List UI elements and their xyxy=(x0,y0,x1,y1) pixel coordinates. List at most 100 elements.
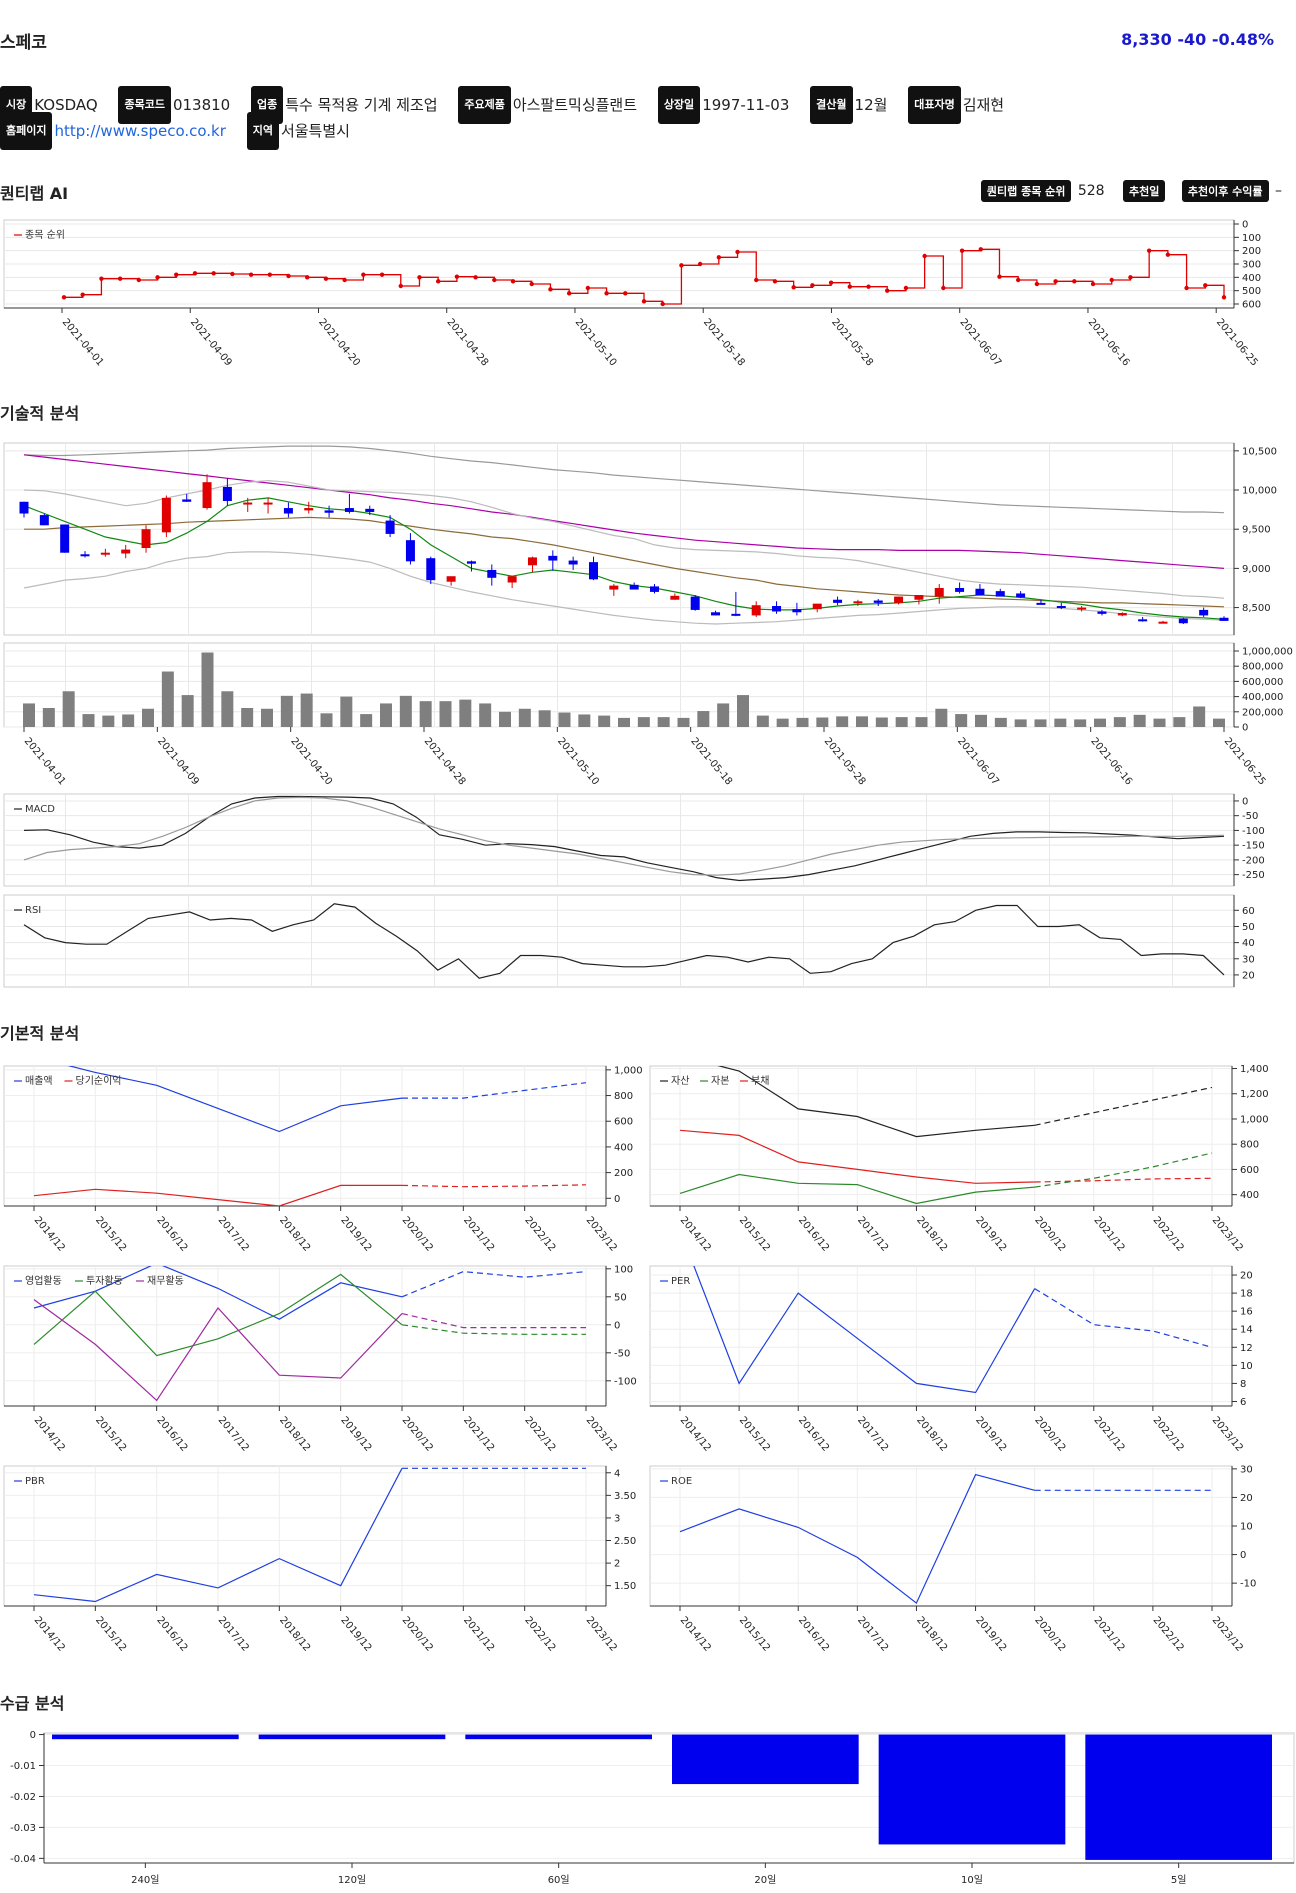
candle-body xyxy=(894,596,904,603)
macd-ytick-label-2: -100 xyxy=(1242,826,1265,837)
candle-body xyxy=(629,584,639,590)
volume-bar xyxy=(1034,719,1047,727)
candle-bb_upper xyxy=(23,445,1225,514)
fund-pbr-ytick-label-4: 2 xyxy=(614,1559,620,1570)
fund-balance-xtick-label-5: 2019/12 xyxy=(973,1215,1008,1254)
rank-point xyxy=(136,277,142,283)
rank-point xyxy=(398,283,403,289)
candle-body xyxy=(1097,611,1107,614)
tech-heading: 기술적 분석 xyxy=(0,404,80,423)
volume-bar xyxy=(677,717,690,727)
fund-per-xtick-label-2: 2016/12 xyxy=(796,1415,831,1454)
candle-body xyxy=(466,561,476,564)
ai-heading: 퀀티랩 AI xyxy=(0,184,69,203)
fund-per-ytick-label-1: 18 xyxy=(1240,1289,1253,1300)
info-row-1: 시장 KOSDAQ 종목코드 013810 업종 특수 목적용 기계 제조업 주요제품… xyxy=(0,86,1020,124)
supply-bar-3 xyxy=(672,1734,859,1785)
fund-cashflow-series-2-forecast xyxy=(401,1313,586,1329)
candle-body xyxy=(731,613,741,616)
supply-heading: 수급 분석 xyxy=(0,1694,65,1713)
volume-bar xyxy=(558,712,571,727)
fund-per-ytick-label-0: 20 xyxy=(1240,1271,1253,1282)
supply-xtick-label-1: 120일 xyxy=(338,1874,366,1886)
fund-cashflow-legend-label-1: 투자활동 xyxy=(86,1274,123,1287)
rank-point xyxy=(192,271,198,276)
candle-body xyxy=(487,569,497,578)
candle-body xyxy=(1158,621,1168,624)
price-change-pct: -0.48% xyxy=(1211,30,1274,49)
rank-point xyxy=(1015,277,1021,283)
fund-per-xtick-label-6: 2020/12 xyxy=(1032,1415,1067,1454)
supply-bar-2 xyxy=(465,1734,652,1740)
volume-bar xyxy=(459,699,472,727)
code-tag: 종목코드 xyxy=(118,86,171,124)
fund-sales-xtick-label-6: 2020/12 xyxy=(400,1215,435,1254)
homepage-link[interactable]: http://www.speco.co.kr xyxy=(54,122,226,140)
candle-body xyxy=(426,558,436,581)
rank-xtick-label-6: 2021-05-28 xyxy=(829,317,875,369)
volume-bar xyxy=(518,708,531,727)
fund-sales-xtick-label-4: 2018/12 xyxy=(277,1215,312,1254)
rank-point xyxy=(978,247,983,252)
candle-ma_purple xyxy=(23,454,1225,569)
fund-per-ytick-label-7: 6 xyxy=(1240,1397,1246,1408)
volume-bar xyxy=(82,714,95,727)
fund-balance-ytick-label-1: 1,200 xyxy=(1240,1089,1269,1100)
rank-point xyxy=(959,248,965,253)
candle-body xyxy=(1199,609,1209,616)
rank-point xyxy=(548,287,553,292)
candle-body xyxy=(1138,619,1148,622)
candle-body xyxy=(1016,593,1026,598)
fund-balance-series-0-actual xyxy=(717,1066,1035,1138)
listing-date-value: 1997-11-03 xyxy=(702,96,790,114)
candle-body xyxy=(263,502,273,505)
fund-cashflow-legend-label-2: 재무활동 xyxy=(147,1274,184,1287)
volume-bar xyxy=(935,708,948,727)
rank-point xyxy=(174,272,179,277)
rec-date-tag: 추천일 xyxy=(1123,180,1166,202)
rank-point xyxy=(1090,281,1096,287)
fund-balance-legend-label-2: 부채 xyxy=(751,1075,769,1087)
fund-cashflow-xtick-label-1: 2015/12 xyxy=(93,1415,128,1454)
rsi-legend-label-0: RSI xyxy=(25,905,41,916)
volume-bar xyxy=(1094,718,1106,727)
candle-body xyxy=(141,529,151,549)
fund-pbr-ytick-label-1: 3.50 xyxy=(614,1491,636,1502)
rank-point xyxy=(1203,283,1208,288)
rank-point xyxy=(997,274,1002,279)
fund-pbr-xtick-label-4: 2018/12 xyxy=(277,1615,312,1654)
price-block: 8,330 -40 -0.48% xyxy=(1121,30,1274,49)
fund-cashflow-xtick-label-5: 2019/12 xyxy=(338,1415,373,1454)
rank-point xyxy=(1128,275,1133,280)
fund-balance-ytick-label-2: 1,000 xyxy=(1240,1114,1269,1125)
candle-bb_middle xyxy=(24,516,1225,608)
fund-cashflow-series-1-actual xyxy=(33,1273,403,1357)
fund-roe-series-0-actual xyxy=(679,1473,1035,1605)
rank-legend-label-0: 종목 순위 xyxy=(25,228,65,241)
industry-value: 특수 목적용 기계 제조업 xyxy=(285,96,438,114)
region-value: 서울특별시 xyxy=(280,122,350,140)
fund-cashflow-xtick-label-7: 2021/12 xyxy=(461,1415,496,1454)
volume-bar xyxy=(1014,719,1027,727)
fund-sales-legend-label-0: 매출액 xyxy=(25,1075,53,1087)
candle-body xyxy=(1077,607,1087,610)
rank-point xyxy=(566,291,572,296)
rank-point xyxy=(323,276,329,281)
rank-point xyxy=(61,295,67,300)
fund-sales-series-1-actual xyxy=(33,1184,402,1206)
rank-point xyxy=(585,285,591,291)
fund-sales-frame xyxy=(3,1065,607,1207)
rsi-line-0 xyxy=(23,903,1225,979)
rank-point xyxy=(454,274,460,279)
candle-ma_green xyxy=(23,497,1225,620)
volume-bar xyxy=(360,714,373,727)
rank-xtick-label-3: 2021-04-28 xyxy=(444,317,490,369)
candle-body xyxy=(243,502,253,505)
fund-cashflow-ytick-label-3: -50 xyxy=(614,1348,630,1359)
fund-balance-xtick-label-7: 2021/12 xyxy=(1091,1215,1126,1254)
rsi-ytick-label-4: 20 xyxy=(1242,970,1255,981)
fund-cashflow-xtick-label-0: 2014/12 xyxy=(32,1415,67,1454)
volume-bar xyxy=(280,695,293,727)
candle-body xyxy=(100,552,110,555)
